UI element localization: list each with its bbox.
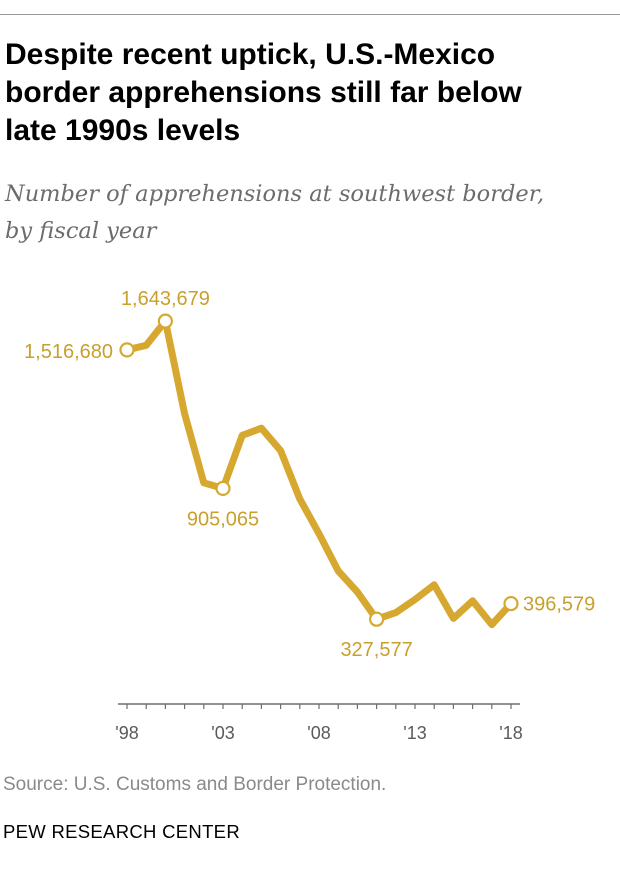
data-point-marker <box>157 313 173 329</box>
source-note: Source: U.S. Customs and Border Protecti… <box>3 774 387 795</box>
data-label: 1,643,679 <box>121 288 210 310</box>
data-label: 905,065 <box>187 508 259 530</box>
data-label: 327,577 <box>340 639 412 661</box>
chart-subtitle: Number of apprehensions at southwest bor… <box>5 181 545 244</box>
data-point-marker <box>369 611 385 627</box>
x-tick-label: '08 <box>307 723 330 743</box>
data-point-marker <box>119 342 135 358</box>
top-rule <box>0 14 620 15</box>
data-point-marker <box>503 595 519 612</box>
data-point-marker <box>215 480 231 497</box>
data-label: 396,579 <box>523 594 595 616</box>
brand-footer: PEW RESEARCH CENTER <box>3 821 240 842</box>
apprehensions-series-line <box>123 317 515 629</box>
x-tick-label: '18 <box>499 723 522 743</box>
x-tick-label: '98 <box>115 723 138 743</box>
data-label: 1,516,680 <box>24 341 113 363</box>
x-tick-label: '03 <box>211 723 234 743</box>
chart-title: Despite recent uptick, U.S.-Mexico borde… <box>5 38 522 147</box>
x-tick-label: '13 <box>403 723 426 743</box>
